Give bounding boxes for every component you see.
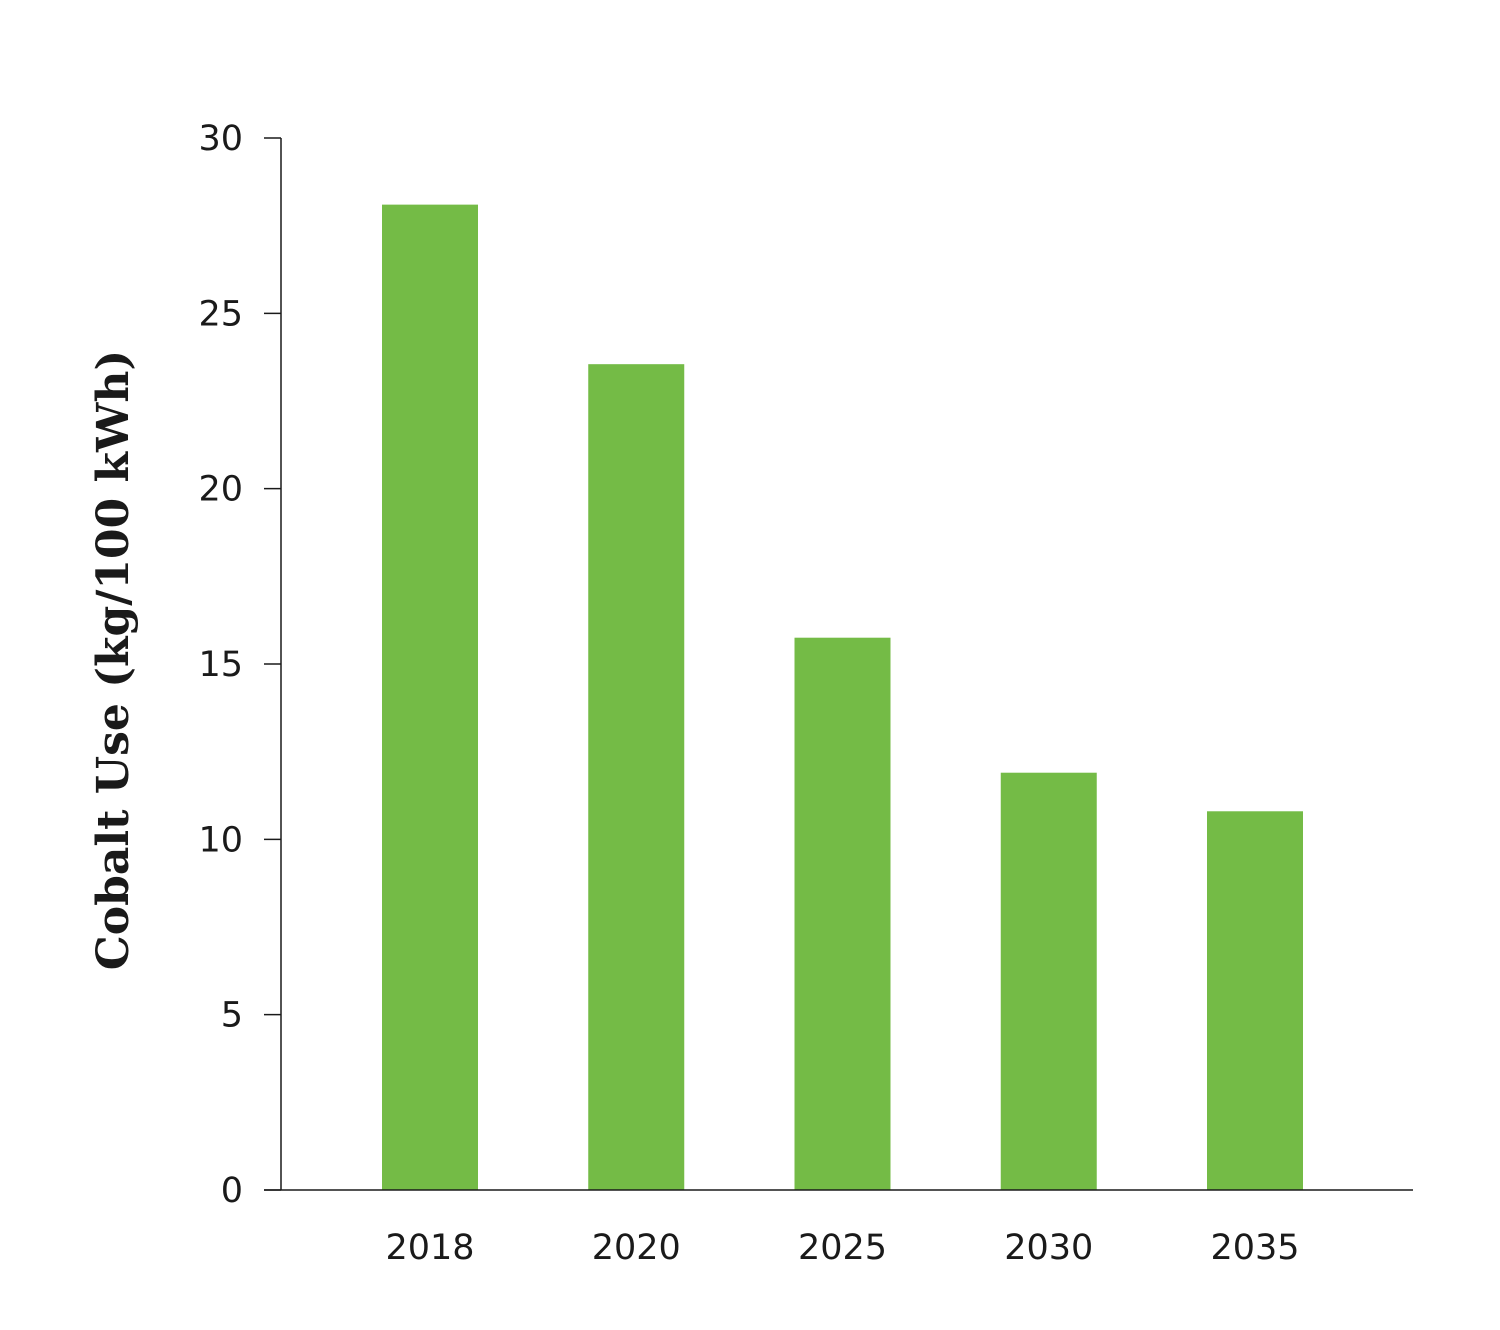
y-tick-label: 30 [198,119,243,159]
y-tick-label: 15 [198,645,243,685]
bar-2020 [588,364,685,1190]
y-tick-label: 10 [198,820,243,860]
x-tick-label: 2018 [385,1228,474,1268]
y-tick-label: 5 [221,996,243,1036]
x-tick-label: 2020 [592,1228,681,1268]
bar-2018 [382,204,478,1191]
bar-2030 [1000,772,1097,1190]
y-axis-ticks: 0 5 10 15 20 25 30 [198,119,281,1211]
bars-layer [382,204,1303,1191]
y-axis-title: Cobalt Use (kg/100 kWh) [88,350,139,970]
bar-2035 [1207,811,1303,1190]
x-tick-label: 2030 [1004,1228,1093,1268]
y-tick-label: 25 [198,294,243,334]
bar-2025 [794,637,891,1190]
y-tick-label: 0 [221,1171,243,1211]
y-tick-label: 20 [198,470,243,510]
x-axis-ticks: 2018 2020 2025 2030 2035 [385,1228,1299,1268]
x-tick-label: 2025 [798,1228,887,1268]
x-tick-label: 2035 [1210,1228,1299,1268]
